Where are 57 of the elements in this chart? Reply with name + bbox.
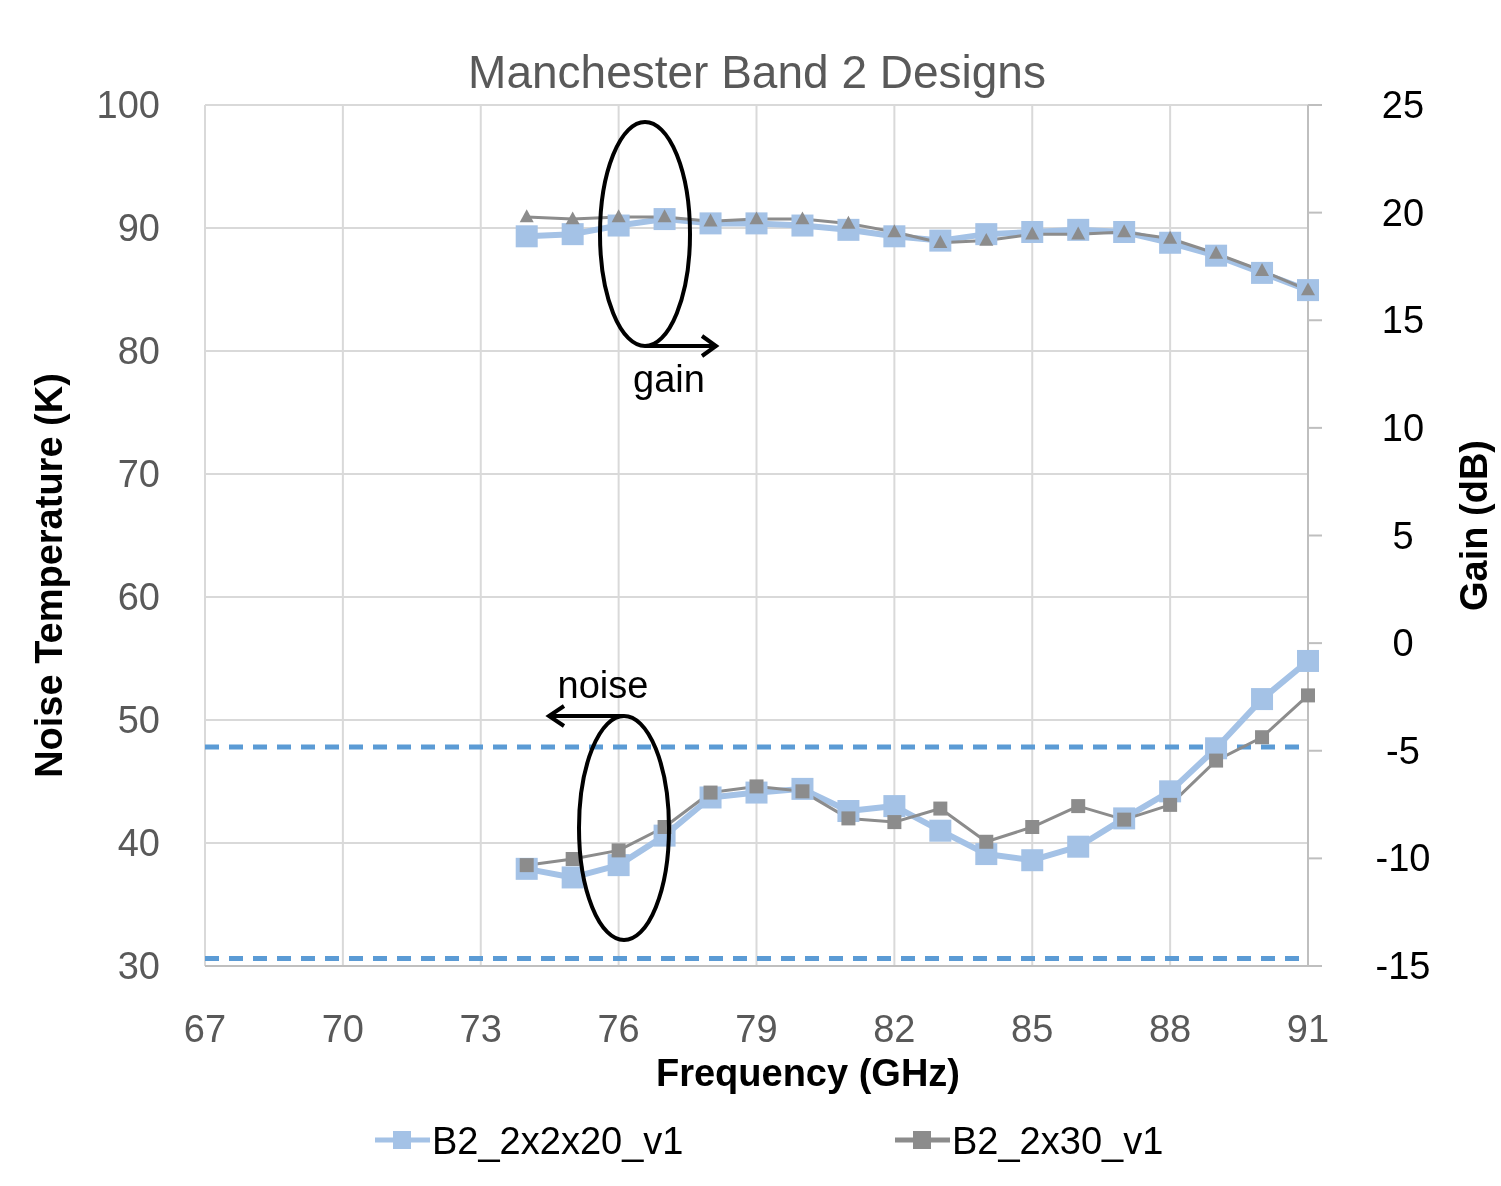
point: [1209, 753, 1224, 768]
y-tick-label: 80: [117, 330, 160, 372]
point: [565, 851, 580, 866]
x-tick-label: 70: [321, 1008, 365, 1050]
point: [515, 225, 538, 248]
legend-label: B2_2x30_v1: [952, 1120, 1164, 1162]
y-tick-label: 30: [117, 945, 160, 987]
y-axis-title: Noise Temperature (K): [28, 373, 70, 778]
annotation: noise: [557, 664, 649, 706]
y-tick-label: 40: [117, 822, 160, 864]
x-tick-label: 73: [459, 1008, 502, 1050]
point: [1297, 649, 1319, 672]
point: [1163, 797, 1178, 812]
annotation: gain: [633, 358, 705, 400]
point: [887, 815, 902, 830]
y-tick-label: 100: [96, 84, 160, 126]
point: [979, 834, 994, 849]
point: [607, 854, 630, 877]
point: [933, 801, 948, 816]
x-tick-label: 85: [1011, 1008, 1054, 1050]
y2-tick-label: -15: [1375, 945, 1431, 987]
x-axis-title: Frequency (GHz): [655, 1052, 961, 1094]
point: [1021, 849, 1044, 872]
point: [611, 843, 626, 858]
y2-tick-label: 10: [1381, 406, 1425, 449]
x-tick-label: 91: [1286, 1008, 1330, 1050]
chart-title: Manchester Band 2 Designs: [468, 46, 1046, 98]
legend-label: B2_2x2x20_v1: [432, 1120, 684, 1162]
point: [1255, 730, 1270, 745]
x-tick-label: 82: [873, 1008, 916, 1050]
x-tick-label: 76: [597, 1008, 640, 1050]
y2-tick-label: -5: [1386, 729, 1420, 772]
y-tick-label: 60: [117, 576, 160, 618]
point: [611, 209, 626, 223]
point: [1251, 688, 1274, 711]
point: [565, 211, 580, 225]
y2-tick-label: 20: [1381, 191, 1425, 234]
y2-tick-label: 0: [1392, 622, 1414, 665]
y2-tick-label: -10: [1375, 837, 1431, 880]
point: [561, 223, 584, 246]
point: [519, 209, 534, 223]
y2-tick-label: 15: [1381, 299, 1425, 342]
y-tick-label: 70: [117, 453, 160, 495]
y-tick-label: 50: [117, 699, 160, 741]
point: [1025, 820, 1040, 835]
y2-tick-label: 5: [1392, 514, 1414, 557]
point: [929, 819, 952, 842]
x-tick-label: 88: [1148, 1008, 1192, 1050]
y-tick-label: 90: [117, 207, 160, 249]
x-tick-label: 67: [183, 1008, 227, 1050]
point: [1067, 835, 1090, 858]
x-tick-label: 79: [735, 1008, 778, 1050]
y2-tick-label: 25: [1381, 84, 1425, 126]
y2-axis-title: Gain (dB): [1453, 440, 1495, 611]
point: [1301, 688, 1315, 703]
point: [1071, 799, 1086, 814]
point: [883, 795, 906, 818]
